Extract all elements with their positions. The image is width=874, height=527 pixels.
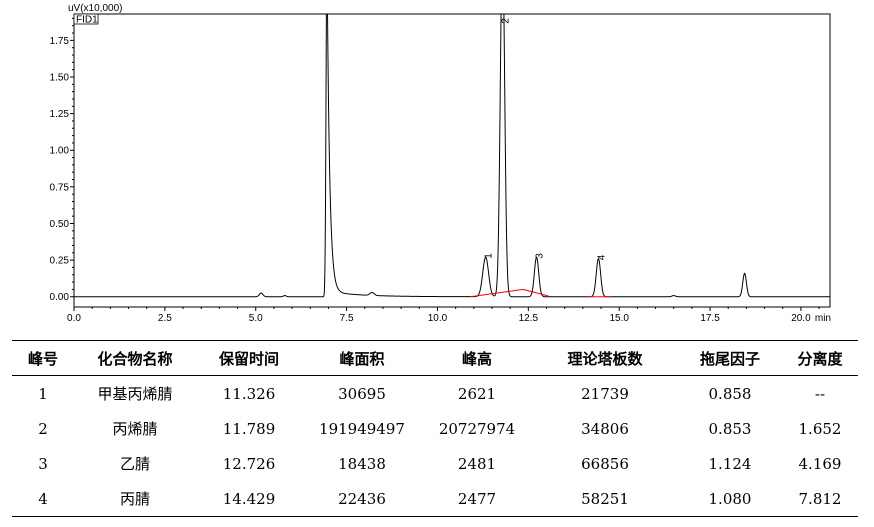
cell-retention-time: 11.326 bbox=[222, 384, 276, 403]
cell-peak-number: 3 bbox=[38, 454, 48, 473]
peak-number-label: 3 bbox=[535, 253, 546, 259]
header-peak-height: 峰高 bbox=[422, 340, 532, 376]
header-peak-area: 峰面积 bbox=[302, 340, 422, 376]
cell-resolution: 1.652 bbox=[798, 419, 842, 438]
cell-theoretical-plates: 66856 bbox=[581, 454, 629, 473]
results-table: 峰号 化合物名称 保留时间 峰面积 峰高 理论塔板数 拖尾因子 分离度 1 甲基… bbox=[12, 340, 858, 517]
peak-number-label: 4 bbox=[596, 254, 607, 260]
cell-peak-area: 191949497 bbox=[319, 419, 405, 438]
table-row: 4 丙腈 14.429 22436 2477 58251 1.080 7.812 bbox=[12, 481, 858, 517]
cell-compound-name: 乙腈 bbox=[119, 455, 150, 473]
cell-compound-name: 丙腈 bbox=[74, 481, 196, 517]
x-tick-label: 17.5 bbox=[700, 313, 720, 324]
cell-peak-height: 20727974 bbox=[438, 419, 516, 438]
integration-baseline bbox=[470, 288, 523, 298]
peak-number-label: 1 bbox=[484, 253, 495, 259]
x-tick-label: 15.0 bbox=[609, 313, 629, 324]
y-tick-label: 0.25 bbox=[50, 256, 70, 267]
x-tick-label: 0.0 bbox=[67, 313, 81, 324]
cell-tailing-factor: 1.080 bbox=[678, 481, 782, 517]
cell-peak-area: 18438 bbox=[338, 454, 386, 473]
x-tick-label: 20.0 bbox=[791, 313, 811, 324]
cell-tailing-factor: 0.853 bbox=[708, 419, 752, 438]
cell-peak-area: 30695 bbox=[338, 384, 386, 403]
trace-label-box bbox=[73, 13, 99, 25]
header-retention-time: 保留时间 bbox=[196, 340, 302, 376]
chromatogram-chart: 0.00 0.25 0.50 0.75 1.00 1.25 1.50 1.75 0.0 2.5 5.… bbox=[50, 3, 831, 324]
cell-retention-time: 14.429 bbox=[196, 481, 302, 517]
plot-area-frame bbox=[73, 13, 831, 308]
y-tick-label: 1.50 bbox=[50, 72, 70, 83]
cell-resolution: 7.812 bbox=[782, 481, 858, 517]
table-row: 1 甲基丙烯腈 11.326 30695 2621 21739 0.858 -- bbox=[12, 376, 858, 412]
x-axis-unit: min bbox=[815, 313, 831, 324]
cell-peak-area: 22436 bbox=[302, 481, 422, 517]
y-tick-label: 1.75 bbox=[50, 36, 70, 47]
cell-peak-height: 2481 bbox=[457, 454, 497, 473]
header-compound-name: 化合物名称 bbox=[74, 340, 196, 376]
y-tick-label: 0.75 bbox=[50, 182, 70, 193]
x-tick-label: 7.5 bbox=[340, 313, 354, 324]
y-axis-label: uV(x10,000) bbox=[68, 3, 122, 14]
cell-retention-time: 12.726 bbox=[222, 454, 276, 473]
cell-tailing-factor: 1.124 bbox=[708, 454, 752, 473]
table-row: 2 丙烯腈 11.789 191949497 20727974 34806 0.… bbox=[12, 411, 858, 446]
cell-peak-height: 2477 bbox=[422, 481, 532, 517]
integration-baseline bbox=[522, 288, 549, 297]
cell-theoretical-plates: 58251 bbox=[532, 481, 678, 517]
cell-resolution: -- bbox=[814, 384, 826, 403]
cell-theoretical-plates: 34806 bbox=[581, 419, 629, 438]
cell-compound-name: 丙烯腈 bbox=[112, 420, 158, 438]
cell-theoretical-plates: 21739 bbox=[581, 384, 629, 403]
x-tick-label: 10.0 bbox=[428, 313, 448, 324]
header-theoretical-plates: 理论塔板数 bbox=[532, 340, 678, 376]
cell-peak-number: 4 bbox=[12, 481, 74, 517]
cell-peak-number: 2 bbox=[38, 419, 48, 438]
x-tick-label: 2.5 bbox=[158, 313, 172, 324]
x-tick-label: 12.5 bbox=[519, 313, 539, 324]
table-row: 3 乙腈 12.726 18438 2481 66856 1.124 4.169 bbox=[12, 446, 858, 481]
x-tick-label: 5.0 bbox=[249, 313, 263, 324]
cell-compound-name: 甲基丙烯腈 bbox=[97, 385, 173, 403]
y-tick-label: 1.25 bbox=[50, 109, 70, 120]
y-tick-label: 0.00 bbox=[50, 292, 70, 303]
table-header-row: 峰号 化合物名称 保留时间 峰面积 峰高 理论塔板数 拖尾因子 分离度 bbox=[12, 340, 858, 376]
cell-peak-number: 1 bbox=[38, 384, 48, 403]
cell-peak-height: 2621 bbox=[457, 384, 497, 403]
header-resolution: 分离度 bbox=[782, 340, 858, 376]
header-peak-number: 峰号 bbox=[12, 340, 74, 376]
cell-retention-time: 11.789 bbox=[222, 419, 276, 438]
y-tick-label: 1.00 bbox=[50, 146, 70, 157]
chromatogram-trace bbox=[74, 14, 830, 298]
cell-resolution: 4.169 bbox=[798, 454, 842, 473]
peak-number-label: 2 bbox=[500, 18, 511, 24]
trace-label: FID1 bbox=[76, 15, 98, 26]
header-tailing-factor: 拖尾因子 bbox=[678, 340, 782, 376]
cell-tailing-factor: 0.858 bbox=[708, 384, 752, 403]
y-tick-label: 0.50 bbox=[50, 219, 70, 230]
